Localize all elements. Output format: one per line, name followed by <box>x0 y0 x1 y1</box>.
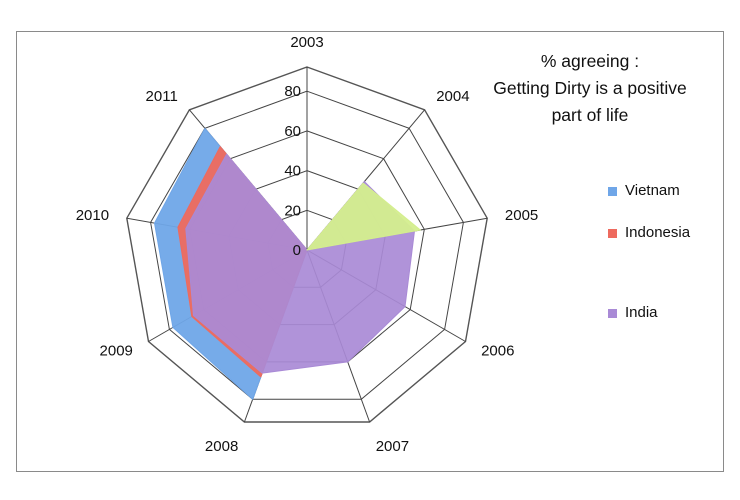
category-label-2011: 2011 <box>146 88 178 105</box>
category-label-2008: 2008 <box>205 438 238 455</box>
legend-swatch-indonesia <box>608 229 617 238</box>
chart-title: % agreeing : Getting Dirty is a positive… <box>460 48 720 129</box>
legend-swatch-india <box>608 309 617 318</box>
chart-title-line-1: % agreeing : <box>540 51 640 71</box>
grid-ring <box>150 90 464 400</box>
radial-tick-label-60: 60 <box>284 123 301 140</box>
chart-title-line-2: Getting Dirty is a positive <box>493 78 687 98</box>
radial-tick-label-20: 20 <box>284 202 301 219</box>
category-label-2007: 2007 <box>376 438 409 455</box>
radial-tick-label-0: 0 <box>293 242 301 259</box>
legend-swatch-vietnam <box>608 187 617 196</box>
category-label-2003: 2003 <box>290 34 323 51</box>
grid-ring <box>126 66 488 423</box>
radial-tick-label-40: 40 <box>284 163 301 180</box>
category-label-2004: 2004 <box>436 88 469 105</box>
category-label-2005: 2005 <box>505 207 538 224</box>
chart-title-line-3: part of life <box>551 105 629 125</box>
category-label-2006: 2006 <box>481 343 514 360</box>
category-label-2010: 2010 <box>76 207 109 224</box>
series-area-unlabeled <box>306 182 421 251</box>
axis-labels: 2003 2004 2005 2006 2007 2008 2009 2010 2011 0 20 4… <box>76 34 539 455</box>
legend-label-indonesia: Indonesia <box>625 224 691 241</box>
series-layer <box>154 127 421 400</box>
radial-tick-label-80: 80 <box>284 83 301 100</box>
category-label-2009: 2009 <box>100 343 133 360</box>
legend-label-india: India <box>625 304 658 321</box>
legend-label-vietnam: Vietnam <box>625 182 680 199</box>
